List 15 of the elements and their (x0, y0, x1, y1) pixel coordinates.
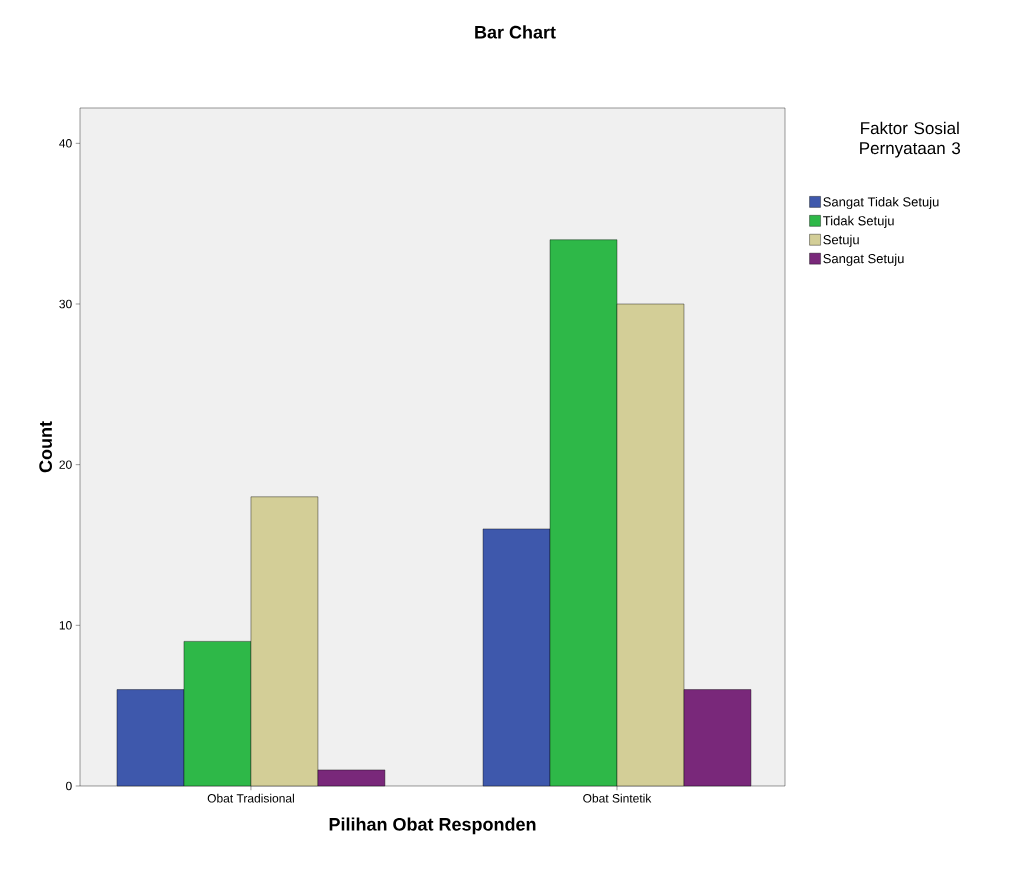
y-axis-title: Count (39, 421, 52, 473)
x-axis-title: Pilihan Obat Responden (329, 817, 536, 835)
x-tick-label: Obat Sintetik (583, 793, 652, 803)
chart-title: Bar Chart (475, 25, 556, 39)
y-tick-label: 30 (59, 299, 72, 309)
legend-label: Tidak Setuju (823, 215, 894, 228)
y-tick-label: 10 (59, 621, 72, 630)
y-tick-label: 40 (59, 139, 72, 148)
x-tick-label: Obat Tradisional (207, 793, 294, 803)
legend-title: Faktor Sosial Pernyataan 3 (860, 121, 961, 158)
legend-label: Setuju (823, 234, 859, 247)
legend-label: Sangat Setuju (823, 253, 904, 266)
y-tick-label: 0 (66, 781, 72, 791)
y-tick-label: 20 (59, 460, 72, 469)
legend-label: Sangat Tidak Setuju (823, 196, 939, 210)
